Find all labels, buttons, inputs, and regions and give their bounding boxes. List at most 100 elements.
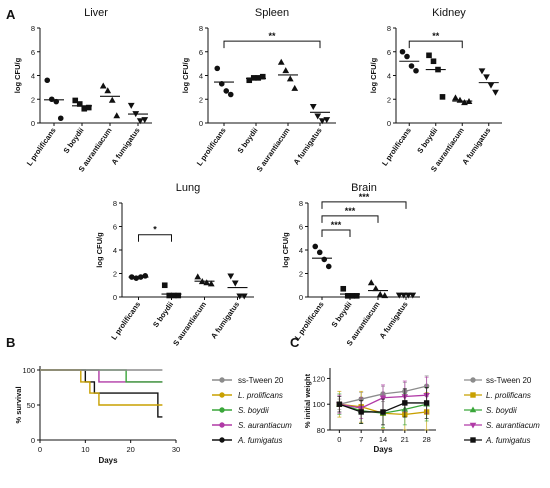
legend-marker bbox=[469, 422, 477, 429]
chart-title: Lung bbox=[176, 182, 200, 194]
panel-label-b: B bbox=[6, 335, 15, 350]
x-tick-label: 21 bbox=[401, 435, 409, 444]
data-point bbox=[194, 273, 202, 280]
x-tick-label: A fumigatus bbox=[378, 300, 410, 340]
chart-kidney: Kidney 0 2 4 6 8 log CFU/g L prolificans S boydi… bbox=[369, 7, 502, 173]
data-point bbox=[309, 104, 317, 111]
x-tick-label: S boydii bbox=[151, 300, 175, 329]
y-tick-label: 8 bbox=[31, 24, 35, 33]
x-tick-label: A fumigatus bbox=[209, 300, 241, 340]
data-point bbox=[483, 74, 490, 81]
data-point bbox=[141, 117, 149, 124]
legend-label: S. aurantiacum bbox=[486, 421, 540, 430]
y-tick-label: 8 bbox=[299, 199, 303, 208]
data-point bbox=[48, 96, 55, 103]
significance-bracket bbox=[223, 40, 321, 49]
data-point bbox=[223, 88, 230, 94]
data-point bbox=[227, 91, 234, 98]
legend-marker bbox=[469, 406, 477, 413]
x-axis-label: Days bbox=[373, 445, 393, 454]
chart-spleen: Spleen 0 2 4 6 8 log CFU/g L prolificans S boydi… bbox=[181, 7, 336, 173]
panel-label-a: A bbox=[6, 7, 16, 22]
data-point bbox=[478, 68, 486, 75]
data-point bbox=[312, 243, 319, 250]
x-tick-label: 20 bbox=[126, 445, 134, 454]
x-tick-label: 7 bbox=[359, 435, 363, 444]
data-point bbox=[402, 400, 408, 406]
legend: ss-Tween 20 L. prolificans S. boydii S. aur… bbox=[464, 376, 540, 445]
significance-label: ** bbox=[432, 31, 440, 41]
data-point bbox=[231, 280, 239, 287]
survival-curve bbox=[40, 369, 163, 383]
data-point bbox=[277, 58, 285, 65]
legend-label: L. prolificans bbox=[486, 391, 531, 400]
y-axis-label: log CFU/g bbox=[181, 57, 190, 93]
data-point bbox=[492, 89, 499, 96]
data-point bbox=[408, 63, 415, 69]
data-point bbox=[452, 94, 459, 101]
y-tick-label: 8 bbox=[387, 24, 391, 33]
data-point bbox=[439, 94, 446, 100]
y-tick-label: 6 bbox=[299, 223, 303, 232]
significance-label: * bbox=[153, 225, 157, 235]
legend-label: S. boydii bbox=[238, 406, 269, 415]
data-point bbox=[426, 52, 432, 59]
y-axis-label: log CFU/g bbox=[95, 232, 104, 268]
y-tick-label: 80 bbox=[317, 426, 325, 435]
y-tick-label: 100 bbox=[312, 400, 325, 409]
legend-label: A. fumigatus bbox=[485, 436, 530, 445]
data-point bbox=[286, 75, 294, 82]
y-tick-label: 0 bbox=[31, 119, 35, 128]
x-tick-label: L prolificans bbox=[25, 126, 58, 168]
data-point bbox=[380, 409, 386, 415]
data-point bbox=[44, 77, 51, 84]
data-point bbox=[430, 58, 437, 65]
legend-marker bbox=[219, 422, 225, 428]
x-tick-label: 28 bbox=[422, 435, 430, 444]
x-tick-label: L prolificans bbox=[293, 300, 326, 342]
y-tick-label: 120 bbox=[312, 374, 325, 383]
survival-curve bbox=[40, 369, 163, 406]
data-point bbox=[127, 102, 135, 109]
y-tick-label: 6 bbox=[31, 48, 35, 57]
y-tick-label: 8 bbox=[113, 199, 117, 208]
significance-bracket bbox=[321, 201, 407, 209]
y-tick-label: 50 bbox=[27, 401, 35, 410]
data-point bbox=[413, 67, 419, 74]
data-point bbox=[175, 292, 182, 299]
x-tick-label: 10 bbox=[81, 445, 89, 454]
data-point bbox=[72, 97, 79, 104]
data-point bbox=[358, 409, 364, 415]
x-tick-label: L prolificans bbox=[195, 126, 228, 168]
y-tick-label: 2 bbox=[113, 270, 117, 279]
legend-marker bbox=[470, 377, 476, 383]
survival-curve bbox=[40, 369, 163, 418]
x-tick-label: S boydii bbox=[62, 126, 86, 155]
y-tick-label: 0 bbox=[387, 119, 391, 128]
significance-label: *** bbox=[331, 220, 342, 230]
data-point bbox=[314, 113, 322, 120]
x-tick-label: A fumigatus bbox=[292, 126, 324, 166]
data-point bbox=[136, 118, 144, 125]
data-point bbox=[487, 82, 495, 89]
y-tick-label: 4 bbox=[31, 72, 35, 81]
x-tick-label: 0 bbox=[38, 445, 42, 454]
data-point bbox=[255, 75, 262, 81]
data-point bbox=[456, 96, 464, 103]
data-point bbox=[399, 48, 406, 55]
legend-marker bbox=[470, 437, 476, 443]
y-tick-label: 2 bbox=[387, 95, 391, 104]
data-point bbox=[113, 112, 121, 119]
data-point bbox=[423, 400, 430, 406]
data-point bbox=[207, 280, 215, 287]
chart-survival: 0 50 100 0 10 20 30 Days % survival ss-Tween 20 L.… bbox=[14, 366, 292, 465]
significance-label: *** bbox=[345, 206, 356, 216]
y-tick-label: 0 bbox=[299, 293, 303, 302]
data-point bbox=[323, 117, 331, 124]
y-tick-label: 0 bbox=[113, 293, 117, 302]
y-axis-label: log CFU/g bbox=[13, 57, 22, 93]
legend-label: ss-Tween 20 bbox=[238, 376, 284, 385]
panel-label-c: C bbox=[290, 335, 300, 350]
legend-label: ss-Tween 20 bbox=[486, 376, 532, 385]
